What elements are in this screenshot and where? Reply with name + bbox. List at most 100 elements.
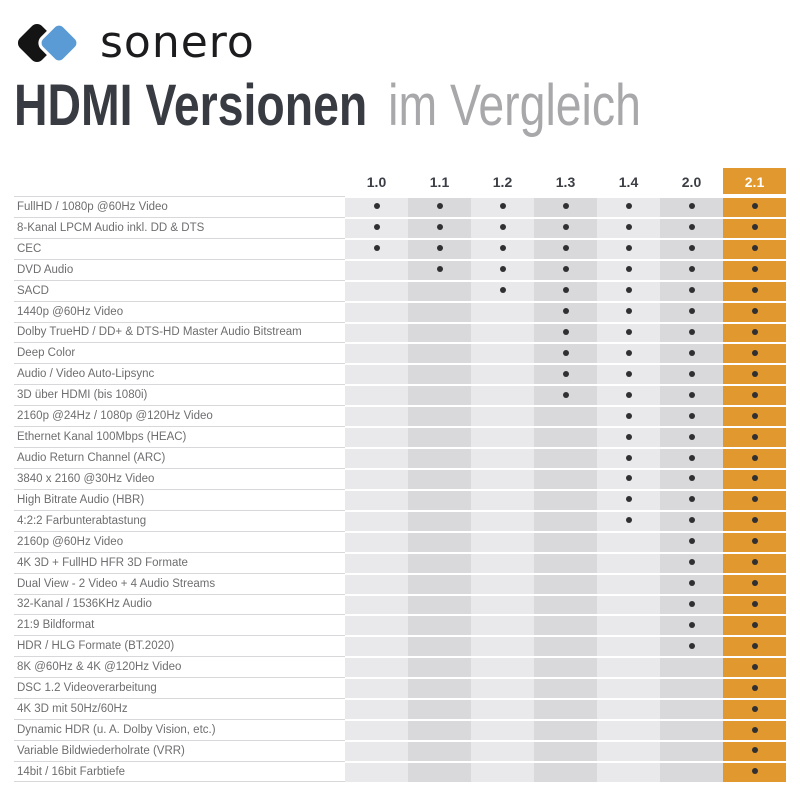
feature-cell: [723, 593, 786, 615]
feature-cell: [534, 258, 597, 280]
support-dot-icon: [562, 266, 569, 273]
support-dot-icon: [625, 328, 632, 335]
row-label: HDR / HLG Formate (BT.2020): [14, 635, 345, 656]
table-row: Ethernet Kanal 100Mbps (HEAC): [14, 426, 786, 448]
support-dot-icon: [625, 266, 632, 273]
feature-cell: [597, 488, 660, 510]
feature-cell: [471, 237, 534, 259]
feature-cell: [534, 384, 597, 406]
support-dot-icon: [751, 621, 758, 628]
support-dot-icon: [751, 768, 758, 775]
support-dot-icon: [751, 642, 758, 649]
support-dot-icon: [373, 224, 380, 231]
column-header: 1.4: [618, 174, 639, 190]
feature-cell: [723, 321, 786, 343]
feature-cell: [723, 677, 786, 699]
feature-cell: [345, 614, 408, 636]
feature-cell: [345, 447, 408, 468]
table-row: SACD: [14, 279, 786, 301]
row-label: Dolby TrueHD / DD+ & DTS-HD Master Audio…: [14, 321, 345, 343]
support-dot-icon: [751, 328, 758, 335]
feature-cell: [345, 426, 408, 448]
row-label: 4K 3D mit 50Hz/60Hz: [14, 698, 345, 719]
support-dot-icon: [688, 349, 695, 356]
row-label: SACD: [14, 279, 345, 301]
feature-cell: [471, 258, 534, 280]
row-label: 21:9 Bildformat: [14, 614, 345, 635]
row-label: 4K 3D + FullHD HFR 3D Formate: [14, 551, 345, 573]
table-row: 3840 x 2160 @30Hz Video: [14, 467, 786, 489]
row-label: 8K @60Hz & 4K @120Hz Video: [14, 656, 345, 677]
feature-cell: [471, 384, 534, 406]
feature-cell: [345, 551, 408, 573]
feature-cell: [408, 405, 471, 427]
feature-cell: [345, 237, 408, 259]
feature-cell: [408, 739, 471, 761]
feature-cell: [345, 593, 408, 615]
support-dot-icon: [562, 308, 569, 315]
feature-cell: [408, 321, 471, 343]
feature-cell: [471, 614, 534, 636]
feature-cell: [660, 216, 723, 238]
table-row: 4K 3D mit 50Hz/60Hz: [14, 698, 786, 720]
table-row: 8K @60Hz & 4K @120Hz Video: [14, 656, 786, 678]
feature-cell: [471, 467, 534, 489]
feature-cell: [534, 237, 597, 259]
feature-cell: [597, 572, 660, 594]
feature-cell: [723, 530, 786, 552]
row-label: 1440p @60Hz Video: [14, 300, 345, 322]
table-row: 4K 3D + FullHD HFR 3D Formate: [14, 551, 786, 573]
support-dot-icon: [688, 308, 695, 315]
support-dot-icon: [751, 684, 758, 691]
feature-cell: [660, 447, 723, 468]
support-dot-icon: [751, 412, 758, 419]
table-row: Dolby TrueHD / DD+ & DTS-HD Master Audio…: [14, 321, 786, 343]
feature-cell: [471, 677, 534, 699]
support-dot-icon: [688, 496, 695, 503]
feature-cell: [597, 426, 660, 448]
feature-cell: [723, 237, 786, 259]
feature-cell: [660, 593, 723, 615]
feature-cell: [660, 467, 723, 489]
support-dot-icon: [688, 621, 695, 628]
feature-cell: [408, 551, 471, 573]
support-dot-icon: [562, 203, 569, 210]
header-spacer: [14, 168, 345, 196]
feature-cell: [534, 321, 597, 343]
column-header: 2.0: [681, 174, 702, 190]
support-dot-icon: [751, 580, 758, 587]
feature-cell: [534, 363, 597, 385]
feature-cell: [408, 384, 471, 406]
feature-cell: [597, 656, 660, 678]
feature-cell: [660, 719, 723, 740]
feature-cell: [660, 363, 723, 385]
support-dot-icon: [688, 266, 695, 273]
row-label: FullHD / 1080p @60Hz Video: [14, 196, 345, 217]
row-label: Ethernet Kanal 100Mbps (HEAC): [14, 426, 345, 447]
support-dot-icon: [688, 559, 695, 566]
support-dot-icon: [751, 224, 758, 231]
brand: sonero: [14, 18, 255, 68]
feature-cell: [597, 760, 660, 782]
feature-cell: [534, 656, 597, 678]
feature-cell: [597, 467, 660, 489]
table-row: Variable Bildwiederholrate (VRR): [14, 739, 786, 761]
support-dot-icon: [625, 287, 632, 294]
support-dot-icon: [562, 349, 569, 356]
feature-cell: [345, 405, 408, 427]
feature-cell: [723, 216, 786, 238]
table-row: 3D über HDMI (bis 1080i): [14, 384, 786, 406]
feature-cell: [345, 509, 408, 531]
support-dot-icon: [751, 705, 758, 712]
support-dot-icon: [751, 245, 758, 252]
table-row: 21:9 Bildformat: [14, 614, 786, 636]
row-label: Dual View - 2 Video + 4 Audio Streams: [14, 572, 345, 594]
feature-cell: [660, 384, 723, 406]
support-dot-icon: [751, 370, 758, 377]
support-dot-icon: [751, 308, 758, 315]
table-row: 8-Kanal LPCM Audio inkl. DD & DTS: [14, 216, 786, 238]
support-dot-icon: [688, 433, 695, 440]
column-header: 1.1: [429, 174, 450, 190]
support-dot-icon: [625, 391, 632, 398]
